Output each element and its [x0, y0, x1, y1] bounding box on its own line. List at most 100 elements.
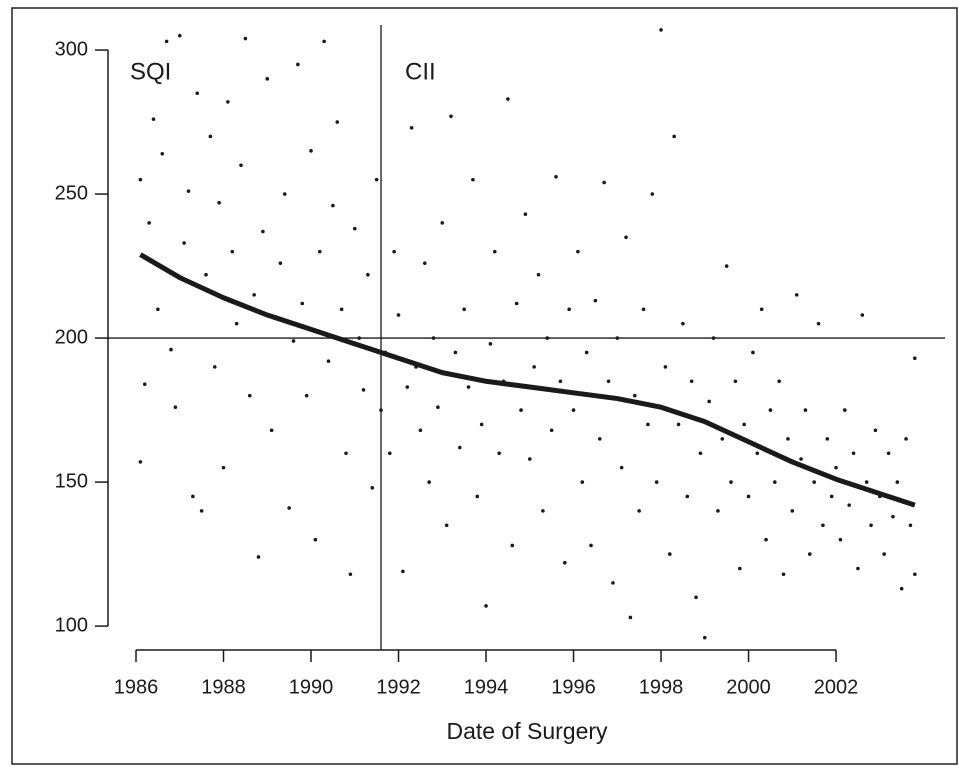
point	[851, 451, 856, 456]
point	[523, 212, 528, 217]
x-axis-label: Date of Surgery	[446, 718, 608, 744]
point	[825, 437, 830, 441]
frame	[11, 7, 958, 765]
point	[751, 350, 755, 355]
point	[729, 480, 733, 484]
point	[164, 39, 169, 44]
point	[860, 313, 865, 317]
trend-line	[139, 252, 916, 508]
point	[208, 134, 213, 139]
x-tick-label: 1994	[464, 676, 509, 698]
point	[895, 480, 900, 484]
point	[764, 537, 768, 542]
point	[755, 451, 760, 456]
point	[230, 249, 235, 254]
annotation: CII	[405, 58, 436, 85]
point	[309, 149, 313, 153]
y-tick-label: 300	[55, 38, 88, 60]
point	[142, 382, 147, 386]
point	[834, 465, 838, 470]
point	[803, 408, 808, 412]
point	[147, 221, 151, 225]
point	[689, 379, 694, 384]
point	[593, 298, 598, 303]
point	[291, 339, 296, 343]
point	[440, 221, 445, 225]
point	[256, 555, 261, 559]
point	[786, 437, 790, 441]
point	[212, 365, 217, 369]
point	[366, 272, 370, 277]
point	[619, 465, 624, 470]
point	[667, 552, 672, 556]
point	[602, 180, 606, 185]
point	[812, 480, 816, 484]
point	[567, 307, 571, 312]
x-tick-label: 1986	[114, 676, 159, 698]
point	[269, 428, 274, 433]
point	[335, 120, 340, 124]
point	[650, 192, 655, 196]
point	[357, 336, 361, 340]
point	[711, 336, 716, 340]
point	[405, 385, 410, 389]
point	[737, 566, 742, 571]
point	[558, 379, 563, 384]
point	[234, 321, 239, 326]
y-tick-label: 200	[55, 326, 88, 348]
point	[186, 189, 191, 193]
point	[672, 134, 676, 139]
point	[261, 229, 265, 234]
point	[624, 235, 628, 240]
point	[300, 301, 305, 306]
point	[685, 494, 690, 499]
point	[913, 356, 917, 361]
point	[913, 572, 917, 577]
point	[768, 408, 773, 412]
point	[370, 486, 375, 490]
x-tick-label: 1990	[289, 676, 334, 698]
point	[387, 451, 392, 456]
point	[199, 509, 204, 513]
point	[545, 336, 550, 340]
point	[549, 428, 554, 433]
x-tick-label: 2000	[726, 676, 771, 698]
point	[457, 445, 462, 450]
x-tick-label: 2002	[814, 676, 859, 698]
y-tick-label: 150	[55, 470, 88, 492]
point	[326, 359, 331, 363]
point	[580, 480, 585, 484]
point	[694, 595, 698, 600]
point	[471, 177, 475, 182]
point	[344, 451, 348, 456]
point	[724, 264, 729, 268]
point	[287, 506, 291, 510]
point	[707, 399, 711, 404]
point	[746, 494, 751, 499]
point	[536, 272, 541, 277]
x-tick-label: 1998	[639, 676, 684, 698]
point	[777, 379, 781, 384]
point	[720, 437, 725, 441]
point	[676, 422, 681, 427]
point	[606, 379, 611, 384]
point	[449, 114, 453, 119]
point	[492, 249, 497, 254]
point	[313, 537, 318, 542]
point	[554, 174, 558, 179]
point	[296, 62, 300, 67]
point	[322, 39, 326, 44]
x-tick-label: 1996	[551, 676, 596, 698]
x-tick-label: 1992	[376, 676, 421, 698]
point	[191, 494, 195, 499]
point	[247, 393, 252, 398]
point	[772, 480, 777, 484]
x-tick-label: 1988	[201, 676, 246, 698]
point	[204, 272, 208, 277]
point	[843, 408, 847, 412]
annotation: SQI	[130, 58, 171, 85]
point	[484, 604, 488, 608]
point	[379, 408, 383, 412]
point	[160, 151, 165, 156]
point	[422, 261, 427, 265]
